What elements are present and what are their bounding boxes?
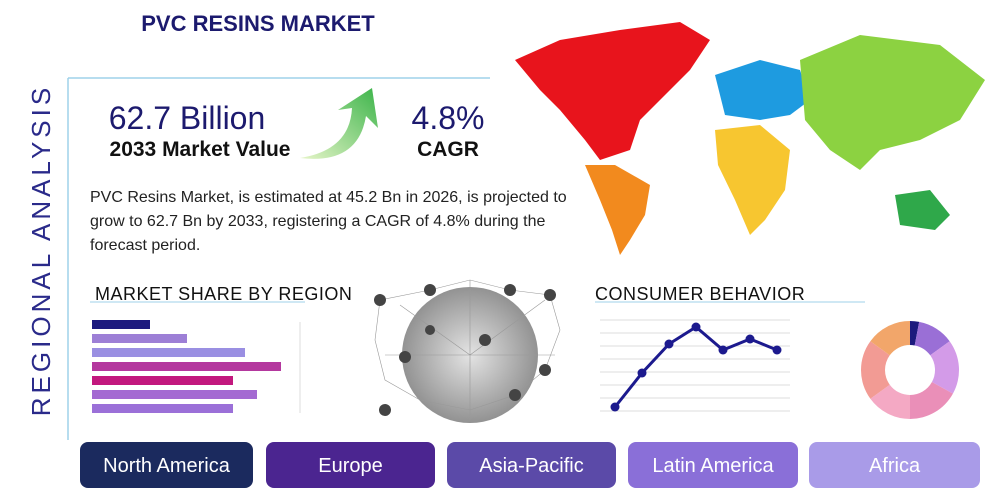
stat-value: 62.7 Billion — [109, 100, 266, 136]
button-bg — [80, 442, 253, 488]
region-button[interactable]: North America — [80, 442, 253, 488]
button-bg — [266, 442, 435, 488]
button-label: Asia-Pacific — [479, 455, 583, 477]
button-bg — [628, 442, 798, 488]
growth-arrow — [300, 88, 378, 159]
donut-slice — [870, 384, 910, 419]
point — [664, 339, 674, 349]
button-label: Latin America — [652, 455, 774, 477]
donut-slice — [914, 321, 950, 356]
donut-slice — [870, 321, 910, 356]
title: PVC RESINS MARKET — [141, 11, 375, 36]
point — [745, 334, 755, 344]
stat-label: 2033 Market Value — [110, 138, 291, 161]
region-button[interactable]: Latin America — [628, 442, 798, 488]
point — [610, 402, 620, 412]
button-label: Africa — [869, 455, 921, 477]
section-title: CONSUMER BEHAVIOR — [595, 284, 805, 304]
bar — [92, 390, 257, 399]
button-label: North America — [103, 455, 231, 477]
bar — [92, 376, 233, 385]
bar — [92, 404, 233, 413]
point — [637, 368, 647, 378]
description: PVC Resins Market, is estimated at 45.2 … — [90, 189, 567, 254]
region-button[interactable]: Asia-Pacific — [447, 442, 616, 488]
donut-slice — [861, 341, 890, 399]
bar — [92, 348, 245, 357]
button-label: Europe — [318, 455, 383, 477]
world-map — [515, 22, 985, 255]
bar — [92, 362, 281, 371]
donut-slice — [930, 341, 959, 394]
point — [772, 345, 782, 355]
button-bg — [809, 442, 980, 488]
donut-slice — [910, 382, 953, 419]
button-bg — [447, 442, 616, 488]
bar — [92, 334, 187, 343]
point — [718, 345, 728, 355]
region-button[interactable]: Europe — [266, 442, 435, 488]
point — [691, 322, 701, 332]
side-title: REGIONAL ANALYSIS — [26, 84, 56, 416]
donut-slice — [910, 321, 920, 346]
stat-label: CAGR — [417, 138, 479, 161]
section-title: MARKET SHARE BY REGION — [95, 284, 352, 304]
bar — [92, 320, 150, 329]
region-button[interactable]: Africa — [809, 442, 980, 488]
network-globe — [374, 279, 561, 423]
stat-value: 4.8% — [412, 100, 485, 136]
